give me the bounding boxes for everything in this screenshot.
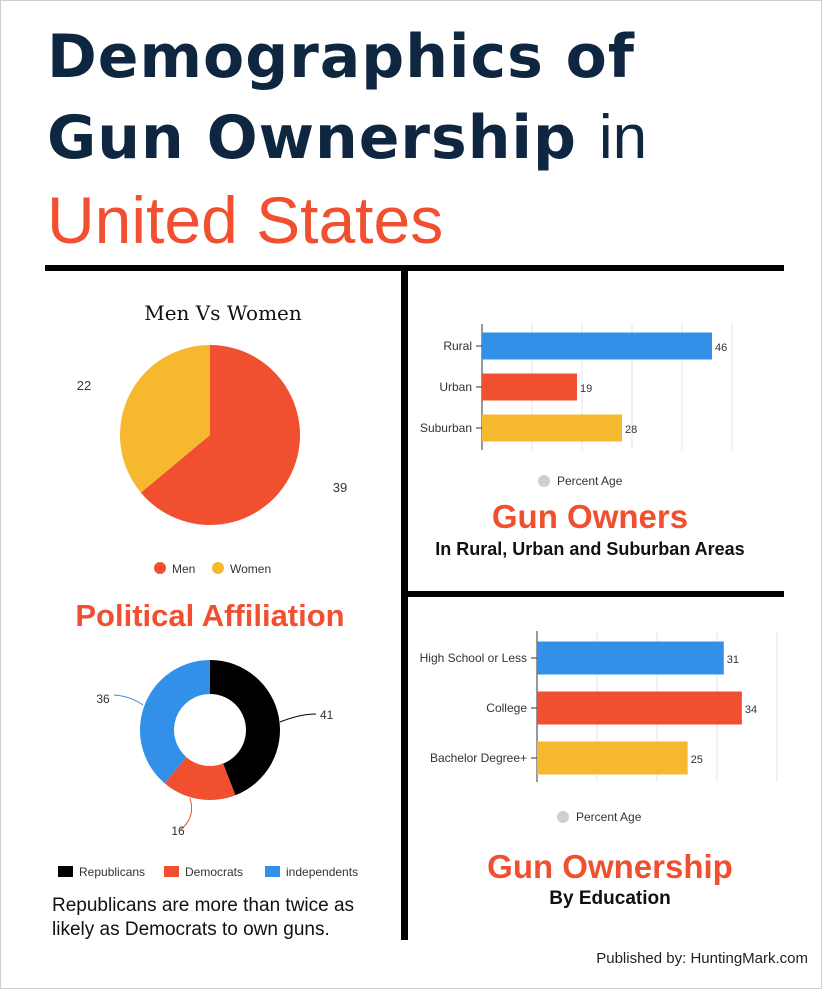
education-bar-chart: High School or Less 31 College 34 Bachelor D… — [420, 631, 778, 824]
donut-slice-democrats — [164, 757, 236, 800]
right-divider — [404, 591, 784, 597]
value-label-college: 34 — [745, 704, 757, 716]
published-by: Published by: HuntingMark.com — [596, 950, 808, 967]
legend-swatch-women — [212, 562, 224, 574]
gun-ownership-education-title: Gun Ownership — [487, 848, 733, 885]
bar-suburban — [482, 414, 622, 442]
title-line-2-bold: Gun Ownership — [47, 103, 577, 173]
donut-slice-republicans — [210, 660, 280, 796]
legend-swatch-republicans — [58, 866, 73, 877]
legend-label-men: Men — [172, 562, 195, 576]
legend-label-independents: independents — [286, 865, 358, 879]
title-line-2-thin: in — [598, 103, 648, 172]
legend-label-republicans: Republicans — [79, 865, 145, 879]
title-line-2: Gun Ownership in — [47, 102, 647, 173]
legend-swatch-percent-age — [557, 811, 569, 823]
pie-value-label-women: 22 — [77, 378, 91, 393]
bar-bachelor-degree — [537, 741, 688, 775]
donut-slice-independents — [139, 660, 210, 784]
gun-owners-bar-chart: Rural 46 Urban 19 Suburban 28 Percent Age — [420, 324, 733, 488]
donut-leader-line-democrats — [179, 797, 193, 831]
pie-value-label-men: 39 — [333, 480, 347, 495]
donut-value-label-democrats: 16 — [171, 824, 185, 838]
legend-swatch-democrats — [164, 866, 179, 877]
political-note: Republicans are more than twice as likel… — [52, 895, 355, 940]
category-label-bachelor-degree: Bachelor Degree+ — [430, 751, 527, 765]
bar-rural — [482, 332, 712, 360]
value-label-rural: 46 — [715, 342, 727, 354]
donut-value-label-independents: 36 — [96, 692, 110, 706]
pie-slice-women — [120, 345, 210, 493]
vertical-divider — [401, 270, 408, 940]
gun-owners-subtitle: In Rural, Urban and Suburban Areas — [435, 539, 745, 559]
category-label-college: College — [486, 701, 527, 715]
title-line-3: United States — [47, 183, 444, 257]
legend-swatch-independents — [265, 866, 280, 877]
donut-value-label-republicans: 41 — [320, 708, 334, 722]
value-label-suburban: 28 — [625, 424, 637, 436]
gun-ownership-education-subtitle: By Education — [549, 888, 671, 909]
legend-swatch-men — [154, 562, 166, 574]
gun-owners-title: Gun Owners — [491, 498, 689, 535]
header-divider — [45, 265, 784, 271]
donut-leader-line-independents — [113, 694, 144, 706]
category-label-high-school-or-less: High School or Less — [420, 651, 527, 665]
value-label-high-school-or-less: 31 — [727, 654, 739, 666]
category-label-urban: Urban — [439, 380, 472, 394]
value-label-urban: 19 — [580, 383, 592, 395]
value-label-bachelor-degree: 25 — [691, 754, 703, 766]
legend-label-women: Women — [230, 562, 271, 576]
category-label-rural: Rural — [443, 339, 472, 353]
category-label-suburban: Suburban — [420, 421, 472, 435]
pie-title: Men Vs Women — [144, 301, 302, 325]
political-affiliation-title: Political Affiliation — [75, 598, 345, 633]
legend-label-percent-age: Percent Age — [557, 474, 623, 488]
title-line-1: Demographics of — [47, 22, 635, 92]
donut-leader-line-republicans — [279, 713, 317, 723]
legend-label-democrats: Democrats — [185, 865, 243, 879]
bar-college — [537, 691, 742, 725]
legend-swatch-percent-age — [538, 475, 550, 487]
legend-label-percent-age: Percent Age — [576, 810, 642, 824]
bar-high-school-or-less — [537, 641, 724, 675]
political-affiliation-donut-chart: 41 16 36 Republicans Democrats independents — [58, 660, 358, 879]
men-vs-women-pie-chart: Men Vs Women 39 22 Men Women — [77, 301, 347, 576]
pie-slice-men — [140, 345, 300, 526]
bar-urban — [482, 373, 577, 401]
